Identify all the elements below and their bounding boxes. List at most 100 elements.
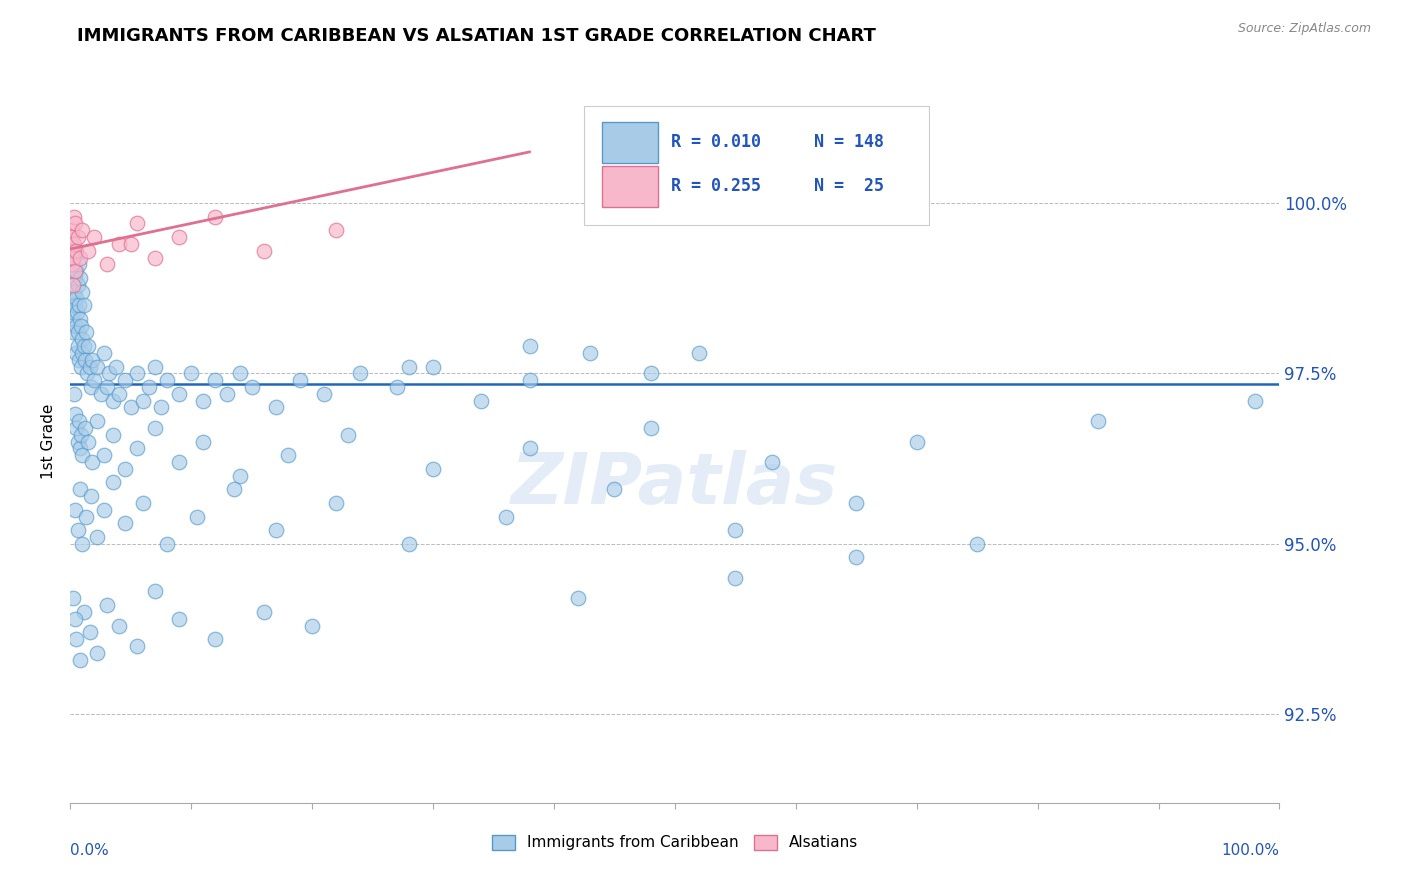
Point [60,292,83,306]
Point [132,496,155,510]
Point [640,421,662,435]
Y-axis label: 1st Grade: 1st Grade [41,404,56,479]
Point [132,393,155,408]
Point [204,373,226,387]
Point [76,367,98,381]
Point [519,339,541,353]
Point [79,359,101,374]
Point [167,455,190,469]
Point [60,230,83,244]
Text: N =  25: N = 25 [814,178,884,195]
Point [80,489,103,503]
Point [60,244,83,258]
Point [86,414,108,428]
Point [66,230,89,244]
Point [337,427,360,442]
Point [264,523,287,537]
Point [66,434,89,449]
Point [62,257,84,271]
Point [120,236,142,251]
Point [70,346,93,360]
Point [62,305,84,319]
Point [143,359,166,374]
Point [77,244,100,258]
Point [60,311,83,326]
Point [72,537,94,551]
Point [75,509,97,524]
Point [228,367,250,381]
Point [114,373,136,387]
Point [398,359,420,374]
Text: 0.0%: 0.0% [70,843,110,857]
Point [193,434,215,449]
Point [567,591,589,606]
Point [240,380,263,394]
Point [143,584,166,599]
Point [83,373,105,387]
Point [86,646,108,660]
Point [72,448,94,462]
Point [125,216,148,230]
Point [63,387,86,401]
Point [125,442,148,456]
Point [69,271,91,285]
Point [325,223,347,237]
Point [66,326,89,340]
Point [83,230,105,244]
Point [65,244,87,258]
Point [65,264,87,278]
Point [63,407,86,421]
Point [495,509,517,524]
Point [77,339,100,353]
Point [114,462,136,476]
Point [167,612,190,626]
Point [67,352,90,367]
Point [66,277,89,292]
Point [301,618,323,632]
Point [63,251,86,265]
Point [253,244,276,258]
Point [66,305,89,319]
Point [228,468,250,483]
Point [63,216,86,230]
Point [277,448,299,462]
Point [62,591,84,606]
Point [77,434,100,449]
Point [105,359,128,374]
Point [724,571,747,585]
Point [101,393,124,408]
Point [63,612,86,626]
Point [70,427,93,442]
Point [80,380,103,394]
FancyBboxPatch shape [585,105,929,225]
Point [845,550,868,565]
Point [385,380,408,394]
Point [62,251,84,265]
Point [519,373,541,387]
Point [180,367,202,381]
Point [204,210,226,224]
Point [579,346,602,360]
Point [640,367,662,381]
Point [470,393,492,408]
Point [63,502,86,516]
Point [186,509,208,524]
Point [72,298,94,312]
Point [222,482,245,496]
Point [72,332,94,346]
Point [167,230,190,244]
Point [125,367,148,381]
Point [156,373,179,387]
Point [98,367,121,381]
Point [66,523,89,537]
Point [1087,414,1109,428]
Point [65,632,87,647]
Point [193,393,215,408]
Point [107,618,129,632]
Point [167,387,190,401]
Text: N = 148: N = 148 [814,134,884,152]
Point [96,598,118,612]
Point [67,339,90,353]
Point [80,455,103,469]
Point [63,271,86,285]
